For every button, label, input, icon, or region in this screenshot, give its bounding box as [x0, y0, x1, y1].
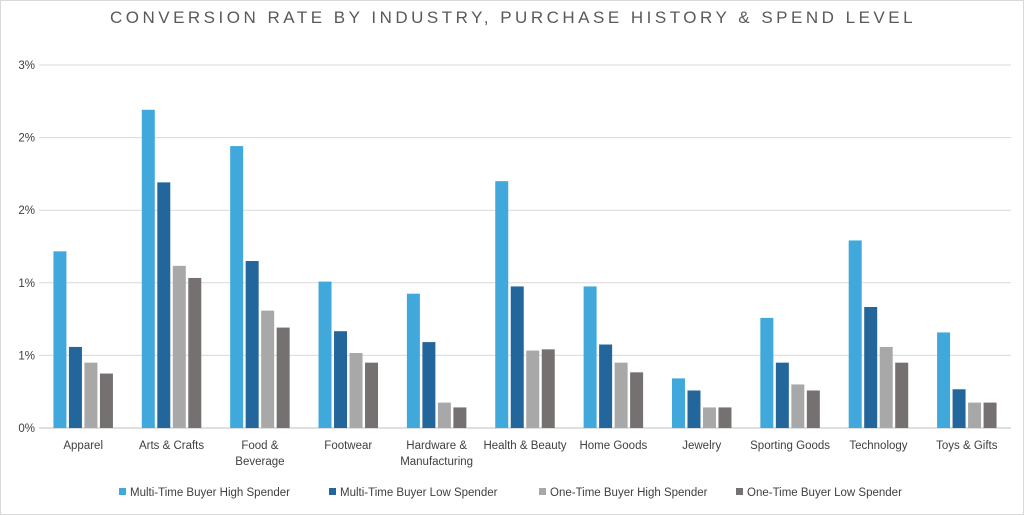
bar: [630, 372, 644, 428]
bar: [614, 362, 628, 428]
bar: [157, 182, 171, 428]
bar: [349, 352, 363, 428]
bar: [495, 181, 509, 428]
bar: [895, 362, 909, 428]
bar: [141, 109, 155, 429]
y-tick-label: 1%: [18, 278, 35, 290]
bar: [791, 384, 805, 428]
bar: [952, 389, 966, 428]
bar: [422, 342, 436, 428]
x-tick-label: Beverage: [235, 456, 284, 468]
bar: [702, 407, 716, 428]
legend-swatch: [539, 488, 546, 495]
x-tick-label: Apparel: [63, 440, 103, 452]
x-tick-label: Health & Beauty: [483, 440, 566, 452]
legend-swatch: [119, 488, 126, 495]
bar: [599, 344, 613, 428]
x-tick-label: Sporting Goods: [750, 440, 830, 452]
bar: [437, 402, 451, 428]
y-tick-label: 2%: [18, 133, 35, 145]
legend-label: One-Time Buyer High Spender: [550, 487, 708, 499]
bar: [84, 362, 98, 428]
x-tick-label: Jewelry: [682, 440, 721, 452]
bar: [541, 349, 555, 428]
bar: [687, 390, 701, 428]
bar: [775, 362, 789, 428]
bar: [848, 240, 862, 428]
bar: [99, 373, 113, 428]
bar: [230, 146, 244, 428]
legend-label: Multi-Time Buyer High Spender: [130, 487, 290, 499]
bar: [510, 286, 524, 428]
bar: [526, 350, 540, 428]
bar: [864, 307, 878, 428]
y-tick-label: 3%: [18, 60, 35, 72]
bar: [261, 310, 275, 428]
bar: [583, 286, 597, 428]
bar: [318, 281, 332, 428]
x-tick-label: Arts & Crafts: [139, 440, 204, 452]
bar: [276, 327, 290, 428]
legend-label: One-Time Buyer Low Spender: [747, 487, 902, 499]
bar: [718, 407, 732, 428]
bar: [760, 317, 774, 428]
y-tick-label: 2%: [18, 205, 35, 217]
bar: [334, 331, 348, 428]
bar: [806, 390, 820, 428]
legend-label: Multi-Time Buyer Low Spender: [340, 487, 498, 499]
bar: [983, 402, 997, 428]
bar: [406, 293, 420, 428]
legend-swatch: [329, 488, 336, 495]
bar: [671, 378, 685, 428]
x-tick-label: Toys & Gifts: [936, 440, 998, 452]
bar: [172, 265, 186, 428]
bar: [453, 407, 467, 428]
bar: [188, 277, 202, 428]
x-tick-label: Home Goods: [579, 440, 647, 452]
chart-title: CONVERSION RATE BY INDUSTRY, PURCHASE HI…: [109, 8, 917, 27]
bar: [879, 346, 893, 428]
x-tick-label: Footwear: [324, 440, 372, 452]
bar: [365, 362, 379, 428]
x-tick-label: Hardware &: [406, 440, 467, 452]
x-tick-label: Food &: [241, 440, 278, 452]
x-tick-label: Technology: [849, 440, 907, 452]
y-tick-label: 0%: [18, 423, 35, 435]
bar: [53, 251, 67, 428]
bar: [245, 261, 259, 428]
legend-swatch: [736, 488, 743, 495]
y-tick-label: 1%: [18, 350, 35, 362]
x-tick-label: Manufacturing: [400, 456, 473, 468]
bar: [937, 332, 951, 428]
bar: [68, 346, 82, 428]
bar: [968, 402, 982, 428]
